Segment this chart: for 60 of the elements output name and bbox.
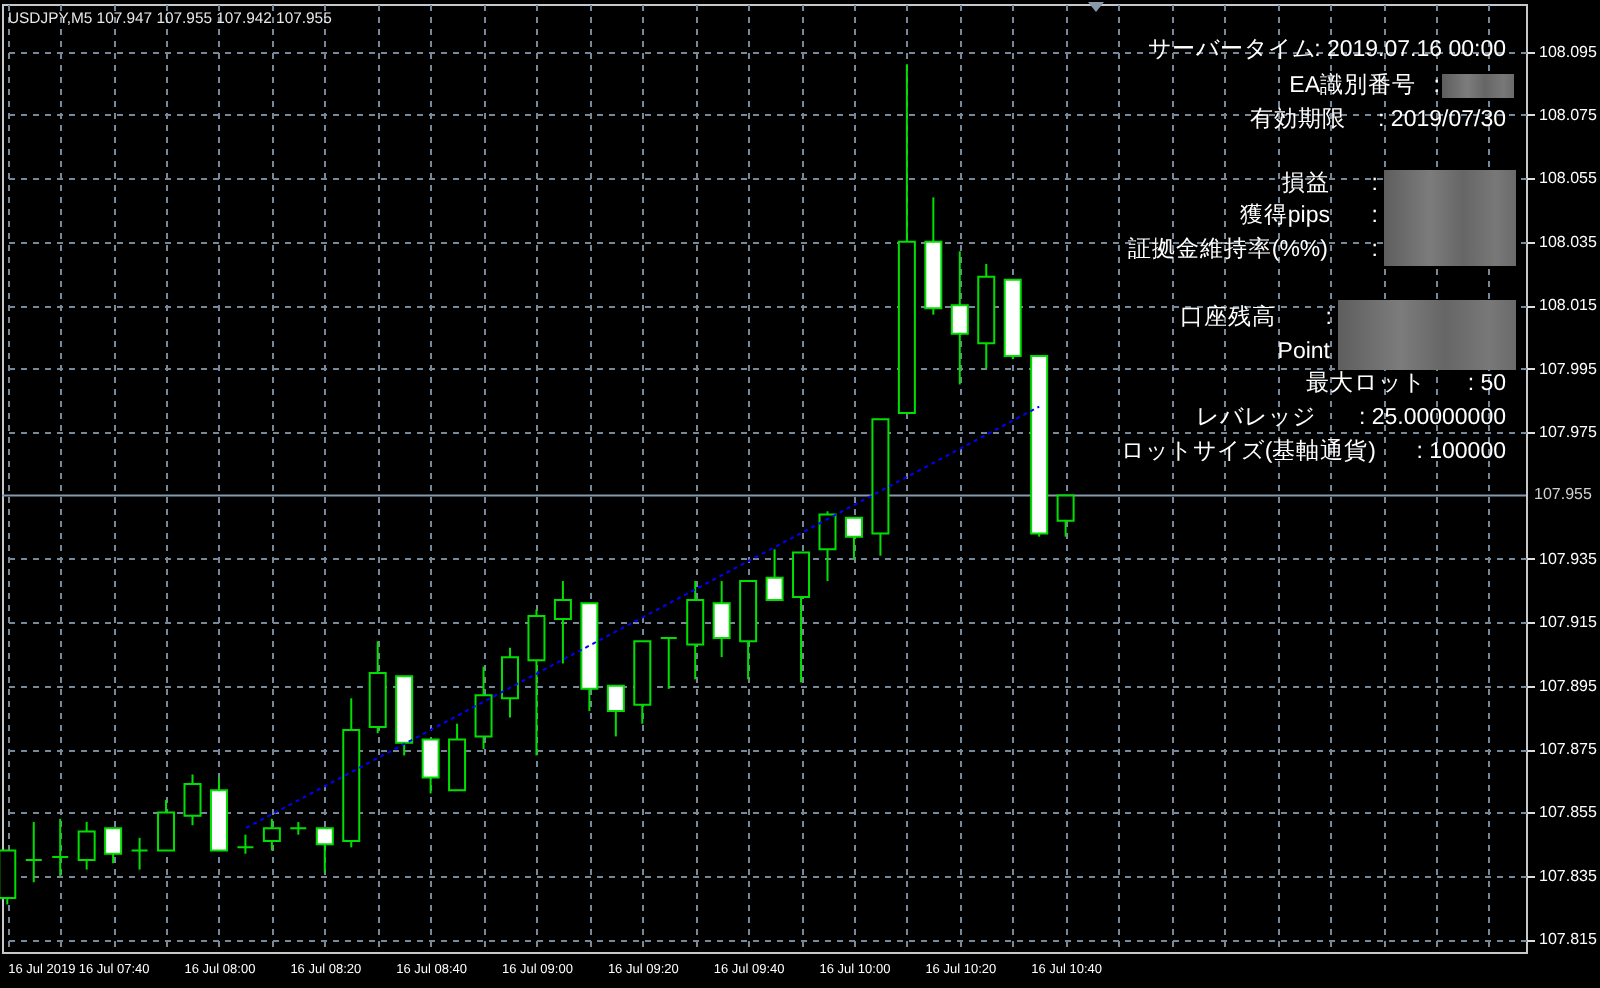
candlestick bbox=[130, 836, 149, 871]
y-tick-label: 108.035 bbox=[1539, 232, 1598, 251]
candlestick bbox=[315, 827, 334, 874]
candlestick bbox=[553, 580, 572, 665]
y-tick-label: 108.015 bbox=[1539, 296, 1598, 315]
candlestick bbox=[474, 665, 493, 751]
y-tick-label: 108.095 bbox=[1539, 42, 1598, 61]
candlestick bbox=[686, 580, 705, 681]
candlestick bbox=[792, 551, 811, 684]
candlestick bbox=[183, 773, 202, 827]
candlestick bbox=[51, 817, 70, 877]
candlestick bbox=[765, 548, 784, 602]
annotation: 有効期限 bbox=[1250, 106, 1346, 132]
y-tick-label: 107.975 bbox=[1539, 423, 1598, 442]
annotation: 最大ロット bbox=[1306, 370, 1426, 396]
annotation: : bbox=[1325, 306, 1332, 330]
annotation: : bbox=[1433, 74, 1440, 98]
annotation: Point bbox=[1277, 340, 1332, 364]
annotation: : 100000 bbox=[1416, 440, 1506, 464]
annotation: : 2019/07/30 bbox=[1378, 108, 1506, 132]
candlestick bbox=[77, 821, 96, 871]
y-tick-label: 107.835 bbox=[1539, 866, 1598, 885]
candlestick bbox=[818, 510, 837, 583]
annotation: : bbox=[1371, 172, 1378, 196]
y-tick-label: 108.055 bbox=[1539, 169, 1598, 188]
candlestick bbox=[844, 516, 863, 560]
annotation: ロットサイズ(基軸通貨) bbox=[1120, 438, 1377, 464]
y-tick-label: 107.895 bbox=[1539, 676, 1598, 695]
annotation: 損益 bbox=[1282, 170, 1330, 196]
annotation: : 25.00000000 bbox=[1358, 406, 1506, 430]
candlestick bbox=[24, 821, 43, 884]
y-tick-label: 107.815 bbox=[1539, 930, 1598, 949]
y-tick-label: 107.855 bbox=[1539, 803, 1598, 822]
y-tick-label: 107.935 bbox=[1539, 549, 1598, 568]
candlestick bbox=[527, 608, 546, 757]
candlestick bbox=[606, 684, 625, 738]
candlestick bbox=[157, 798, 176, 852]
candlestick bbox=[950, 250, 969, 386]
candlestick bbox=[104, 827, 123, 865]
annotation: : bbox=[1371, 204, 1378, 228]
annotation: 証拠金維持率(%%) bbox=[1127, 234, 1329, 262]
annotation: : 50 bbox=[1467, 372, 1506, 396]
annotation: : 2019.07.16 00:00 bbox=[1314, 38, 1506, 62]
y-tick-label: 107.995 bbox=[1539, 359, 1598, 378]
annotation: 口座残高 bbox=[1180, 302, 1276, 330]
annotation: : bbox=[1371, 238, 1378, 262]
candlestick bbox=[1056, 494, 1075, 538]
candlestick bbox=[262, 817, 281, 852]
y-tick-label: 107.875 bbox=[1539, 740, 1598, 759]
y-tick-label: 107.915 bbox=[1539, 613, 1598, 632]
candlestick bbox=[712, 580, 731, 659]
ref-line-label: 107.955 bbox=[1534, 485, 1593, 504]
annotation: EA識別番号 bbox=[1289, 70, 1416, 98]
annotation: 獲得pips bbox=[1239, 202, 1331, 228]
candlestick bbox=[659, 637, 678, 690]
candlestick bbox=[236, 833, 255, 855]
y-tick-label: 108.075 bbox=[1539, 105, 1598, 124]
candlestick bbox=[501, 646, 519, 719]
annotation: レバレッジ bbox=[1196, 406, 1316, 430]
candlestick bbox=[421, 738, 440, 795]
